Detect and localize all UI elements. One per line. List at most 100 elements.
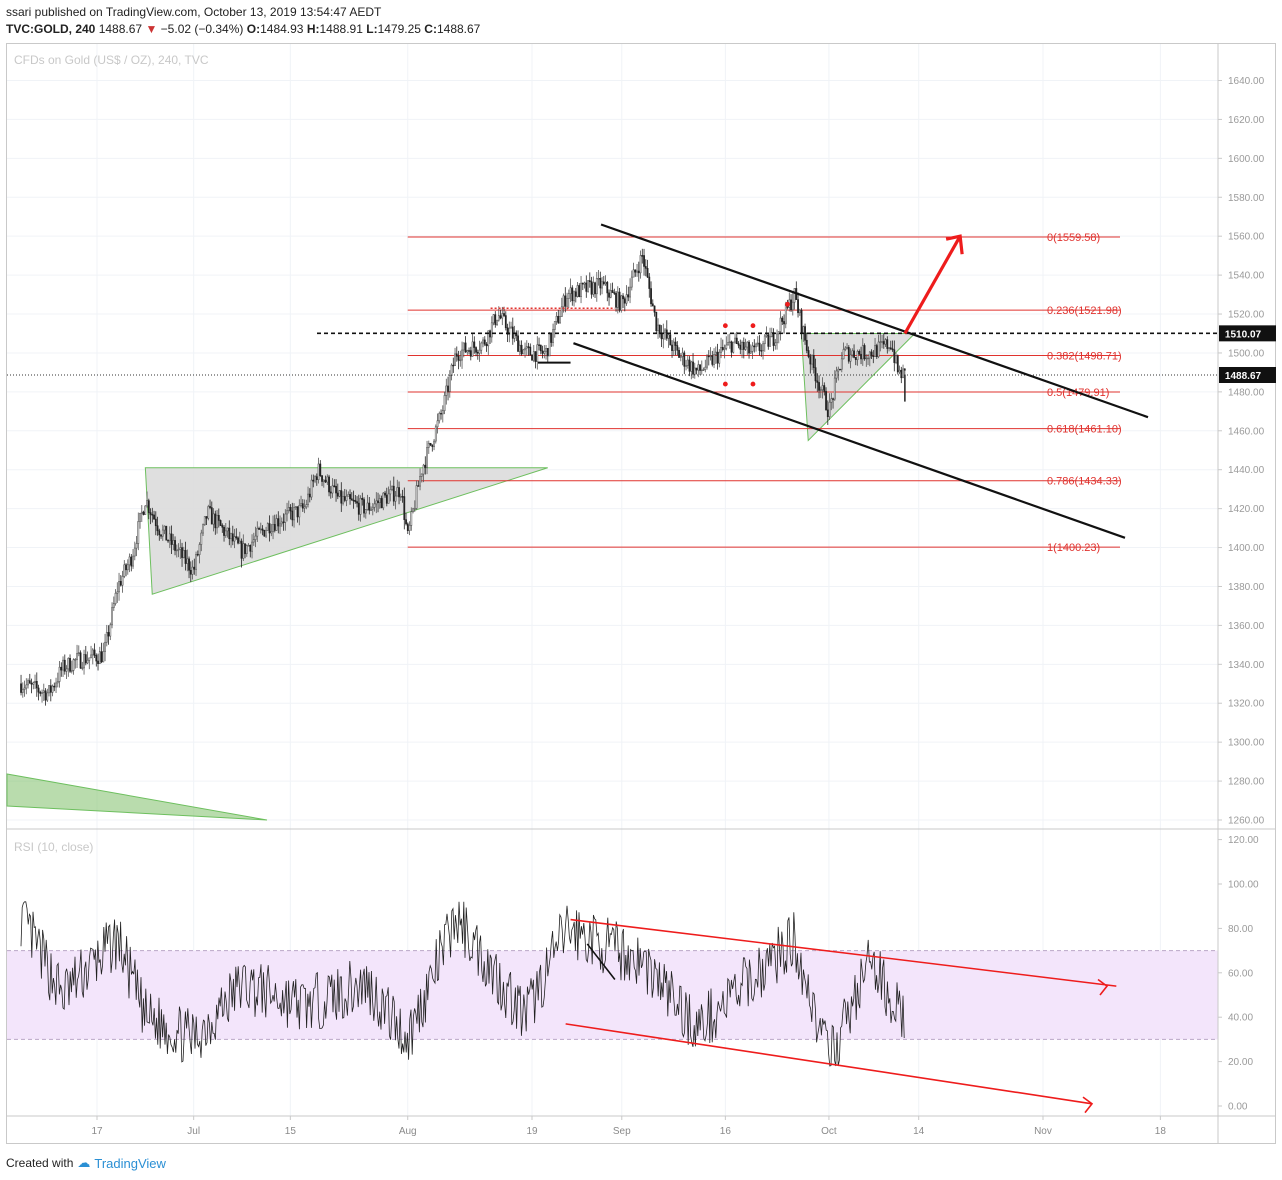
candle-body (858, 351, 861, 355)
candle-body (161, 529, 164, 537)
candle-body (825, 391, 827, 411)
candle-body (546, 348, 549, 357)
low-value: 1479.25 (377, 22, 421, 36)
fib-level-label: 1(1400.23) (1047, 542, 1100, 554)
candle-body (534, 351, 537, 362)
candle-body (413, 508, 416, 510)
candle-body (508, 327, 511, 335)
time-tick-label: Oct (821, 1126, 837, 1137)
price-tick-label: 1480.00 (1228, 387, 1265, 398)
candle-body (48, 685, 50, 694)
candle-body (312, 479, 315, 482)
candle-body (622, 295, 624, 300)
candle-body (153, 514, 155, 520)
candle-body (473, 341, 476, 348)
candle-body (385, 494, 388, 504)
candle-body (282, 521, 285, 524)
last-price: 1488.67 (98, 22, 143, 36)
candle-body (608, 292, 610, 298)
candle-body (244, 543, 246, 555)
rsi-pane (7, 901, 1218, 1114)
price-tick-label: 1520.00 (1228, 310, 1265, 321)
candle-body (578, 285, 581, 298)
candle-body (620, 295, 623, 311)
candle-body (566, 298, 568, 307)
candle-body (587, 280, 589, 292)
tradingview-brand[interactable]: TradingView (94, 1155, 166, 1171)
time-tick-label: Aug (399, 1126, 417, 1137)
candle-body (139, 512, 141, 522)
candle-body (595, 278, 598, 295)
candle-body (863, 345, 866, 360)
pattern-marker (785, 301, 790, 307)
candle-body (305, 504, 308, 508)
candle-body (240, 540, 243, 559)
candle-body (279, 523, 281, 527)
rsi-trend-segment (586, 943, 616, 980)
candle-body (615, 292, 617, 308)
candle-body (317, 463, 320, 480)
candle-body (25, 684, 28, 689)
candle-body (56, 681, 59, 684)
candle-body (898, 369, 901, 373)
candle-body (84, 654, 87, 664)
candle-body (742, 342, 745, 350)
candle-body (525, 346, 528, 349)
candle-body (266, 523, 269, 531)
candle-body (583, 282, 586, 285)
candle-body (361, 497, 364, 500)
tradingview-logo-icon[interactable]: ☁ (77, 1155, 91, 1170)
candle-body (522, 349, 525, 355)
candle-body (895, 355, 897, 363)
candle-body (562, 295, 565, 308)
candle-body (340, 490, 343, 504)
candle-body (126, 564, 129, 571)
candle-body (338, 490, 341, 497)
candle-body (637, 270, 640, 274)
candle-body (86, 659, 89, 664)
candle-body (835, 370, 838, 379)
candle-body (804, 326, 806, 341)
price-change: −5.02 (−0.34%) (160, 22, 244, 36)
channel-lower-line (573, 342, 1126, 539)
candle-body (252, 539, 255, 543)
candle-body (450, 364, 453, 376)
candle-body (301, 503, 304, 509)
candle-body (67, 658, 70, 670)
candle-body (392, 485, 395, 502)
candle-body (221, 525, 224, 528)
candle-body (672, 341, 675, 351)
candle-body (594, 282, 596, 295)
candle-body (207, 506, 210, 519)
candle-body (436, 420, 439, 428)
candle-body (616, 291, 619, 308)
candle-body (506, 327, 509, 335)
candle-body (671, 344, 673, 351)
candle-body (105, 632, 108, 643)
candle-body (193, 566, 196, 570)
candle-body (613, 292, 616, 294)
candle-body (415, 485, 418, 509)
symbol-label: TVC:GOLD, 240 (6, 22, 96, 36)
candle-body (406, 523, 409, 531)
fib-level-label: 0.786(1434.33) (1047, 476, 1122, 488)
publish-info: ssari published on TradingView.com, Octo… (6, 5, 382, 19)
candle-body (109, 624, 112, 637)
candle-body (693, 367, 696, 375)
candle-body (699, 364, 701, 371)
candle-body (300, 503, 302, 506)
candle-body (489, 330, 491, 338)
candle-body (217, 515, 220, 521)
candle-body (445, 385, 448, 396)
candle-body (630, 276, 633, 288)
candle-body (886, 339, 889, 349)
candle-body (839, 368, 841, 371)
candle-body (426, 447, 428, 468)
candle-body (877, 341, 880, 358)
price-tick-label: 1320.00 (1228, 699, 1265, 710)
candle-body (263, 530, 266, 537)
candle-body (261, 528, 264, 531)
candle-body (802, 326, 805, 334)
candle-body (485, 343, 488, 347)
